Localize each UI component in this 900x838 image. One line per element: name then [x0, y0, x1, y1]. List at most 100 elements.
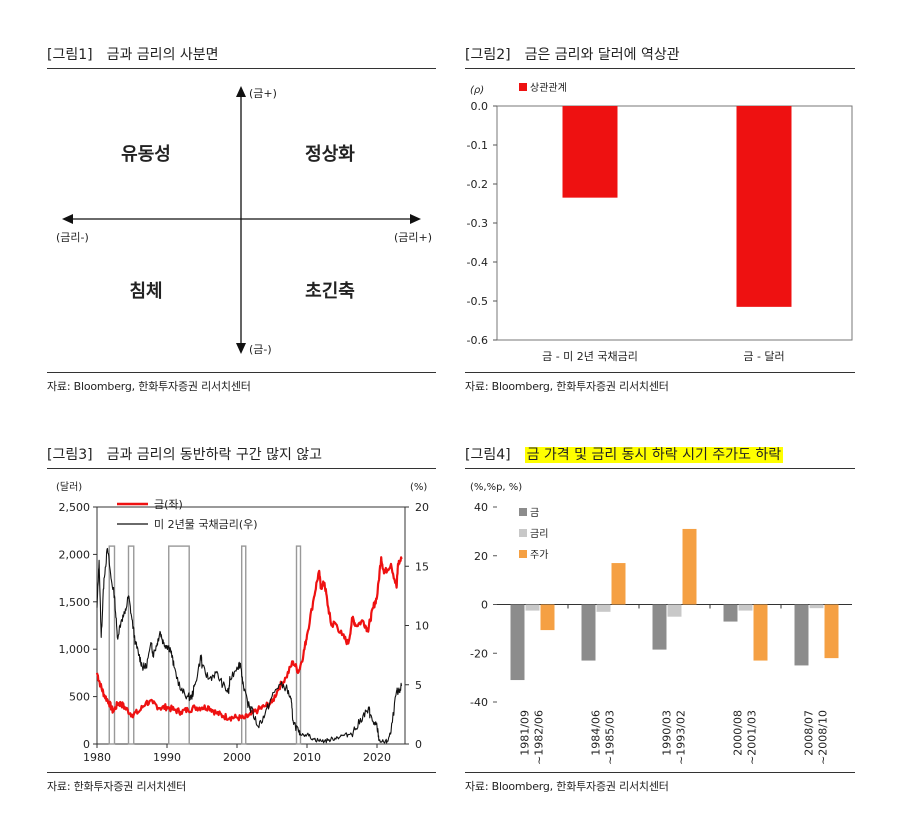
- fig3-title-rule: [47, 468, 436, 469]
- fig4-legend-swatch: [519, 550, 527, 558]
- fig4-bar-rate: [667, 604, 682, 617]
- fig4-bar-stock: [682, 528, 697, 605]
- fig3-xtick-label: 1990: [153, 751, 181, 764]
- fig2-bar: [562, 106, 618, 198]
- fig4-bar-stock: [611, 563, 626, 605]
- fig4-number: [그림4]: [465, 447, 511, 463]
- fig4-bottom-rule: [465, 772, 855, 773]
- fig1-title: [그림1] 금과 금리의 사분면: [47, 44, 219, 64]
- fig4-bar-gold: [794, 604, 809, 666]
- fig2-bar: [736, 106, 792, 307]
- fig2-ytick-label: -0.1: [467, 139, 488, 152]
- fig4-ytick-label: 40: [474, 501, 488, 514]
- fig1-quadrant-bottom-right: 초긴축: [305, 281, 355, 302]
- fig4-category-label: ~2001/03: [746, 710, 759, 765]
- fig1-axis-bottom-label: (금-): [249, 343, 272, 356]
- fig4-unit-label: (%,%p, %): [470, 482, 522, 493]
- fig2-legend-label: 상관관계: [530, 82, 567, 94]
- fig3-bottom-rule: [47, 772, 436, 773]
- fig3-highlight-box: [127, 545, 135, 745]
- fig4-bar-rate: [525, 604, 540, 611]
- fig1-axis-top-label: (금+): [249, 87, 277, 100]
- fig4-category-label: 1984/06: [590, 710, 603, 756]
- fig3-highlight-box: [295, 545, 302, 745]
- fig4-bar-rate: [738, 604, 753, 611]
- fig3-legend-rate-label: 미 2년물 국채금리(우): [154, 518, 258, 531]
- fig4-bar-gold: [510, 604, 525, 681]
- fig3-left-ytick-label: 1,500: [59, 596, 91, 609]
- fig4-bar-gold: [723, 604, 738, 622]
- fig1-quadrant-diagram: (금+) (금-) (금리-) (금리+) 유동성 정상화 침체 초긴축: [56, 86, 432, 356]
- fig3-right-unit: (%): [410, 482, 427, 493]
- fig3-title-text: 금과 금리의 동반하락 구간 많지 않고: [106, 447, 323, 463]
- fig3-xtick-label: 1980: [83, 751, 111, 764]
- fig2-title-rule: [465, 68, 855, 69]
- fig3-gold-line: [95, 556, 403, 722]
- fig4-bar-rate: [596, 604, 611, 612]
- fig4-category-label: ~2008/10: [817, 710, 830, 765]
- fig2-ytick-label: 0.0: [471, 100, 489, 113]
- fig2-bottom-rule: [465, 372, 855, 373]
- fig3-xtick-label: 2010: [293, 751, 321, 764]
- fig4-legend-swatch: [519, 529, 527, 537]
- fig1-title-rule: [47, 68, 436, 69]
- fig1-quadrant-top-left: 유동성: [121, 144, 171, 165]
- fig1-arrow-left-icon: [62, 214, 73, 224]
- fig3-title: [그림3] 금과 금리의 동반하락 구간 많지 않고: [47, 444, 322, 464]
- fig4-category-label: 2008/07: [803, 710, 816, 756]
- fig4-bar-stock: [824, 604, 839, 659]
- fig3-left-ytick-label: 0: [83, 738, 90, 751]
- fig4-title: [그림4] 금 가격 및 금리 동시 하락 시기 주가도 하락: [465, 444, 784, 464]
- fig1-number: [그림1]: [47, 47, 93, 63]
- fig3-source: 자료: 한화투자증권 리서치센터: [47, 780, 187, 793]
- fig4-category-label: 2000/08: [732, 710, 745, 756]
- fig3-xtick-label: 2000: [223, 751, 251, 764]
- fig4-bar-gold: [652, 604, 667, 650]
- fig4-bar-stock: [540, 604, 555, 631]
- fig1-quadrant-top-right: 정상화: [305, 144, 355, 165]
- fig4-category-label: ~1993/02: [675, 710, 688, 765]
- fig4-title-rule: [465, 468, 855, 469]
- fig2-ytick-label: -0.3: [467, 217, 488, 230]
- fig1-axis-right-label: (금리+): [394, 231, 432, 244]
- fig2-ytick-label: -0.2: [467, 178, 488, 191]
- fig2-legend-swatch: [519, 83, 527, 91]
- fig1-axis-left-label: (금리-): [56, 231, 89, 244]
- fig3-right-ytick-label: 10: [415, 620, 429, 633]
- fig3-left-ytick-label: 2,000: [59, 548, 91, 561]
- fig1-title-text: 금과 금리의 사분면: [106, 47, 219, 63]
- fig3-right-ytick-label: 20: [415, 501, 429, 514]
- fig3-right-ytick-label: 0: [415, 738, 422, 751]
- fig1-quadrant-bottom-left: 침체: [129, 281, 162, 302]
- fig4-category-label: 1990/03: [661, 710, 674, 756]
- fig4-ytick-label: -20: [470, 647, 488, 660]
- fig3-legend-gold-label: 금(좌): [154, 498, 183, 511]
- fig1-source: 자료: Bloomberg, 한화투자증권 리서치센터: [47, 380, 251, 393]
- fig4-legend-label: 주가: [530, 549, 548, 561]
- fig3-rate-line: [96, 547, 403, 744]
- fig3-right-ytick-label: 5: [415, 679, 422, 692]
- fig1-arrow-right-icon: [410, 214, 421, 224]
- fig2-ytick-label: -0.5: [467, 295, 488, 308]
- fig4-legend-label: 금리: [530, 528, 548, 540]
- fig2-category-label: 금 - 달러: [743, 350, 784, 363]
- fig4-category-label: ~1985/03: [604, 710, 617, 765]
- fig4-bar-rate: [809, 604, 824, 609]
- fig2-title-text: 금은 금리와 달러에 역상관: [524, 47, 680, 63]
- fig3-number: [그림3]: [47, 447, 93, 463]
- fig3-left-unit: (달러): [56, 481, 82, 493]
- fig1-arrow-up-icon: [236, 86, 246, 97]
- fig3-highlight-box: [108, 545, 116, 745]
- fig4-category-label: 1981/09: [519, 710, 532, 756]
- fig3-left-ytick-label: 2,500: [59, 501, 91, 514]
- fig4-source: 자료: Bloomberg, 한화투자증권 리서치센터: [465, 780, 669, 793]
- fig3-highlight-box: [240, 545, 247, 745]
- fig4-legend-label: 금: [530, 507, 539, 519]
- fig4-title-text: 금 가격 및 금리 동시 하락 시기 주가도 하락: [524, 447, 784, 463]
- fig4-bar-gold: [581, 604, 596, 661]
- fig1-bottom-rule: [47, 372, 436, 373]
- fig2-ytick-label: -0.6: [467, 334, 488, 347]
- fig4-legend-swatch: [519, 508, 527, 516]
